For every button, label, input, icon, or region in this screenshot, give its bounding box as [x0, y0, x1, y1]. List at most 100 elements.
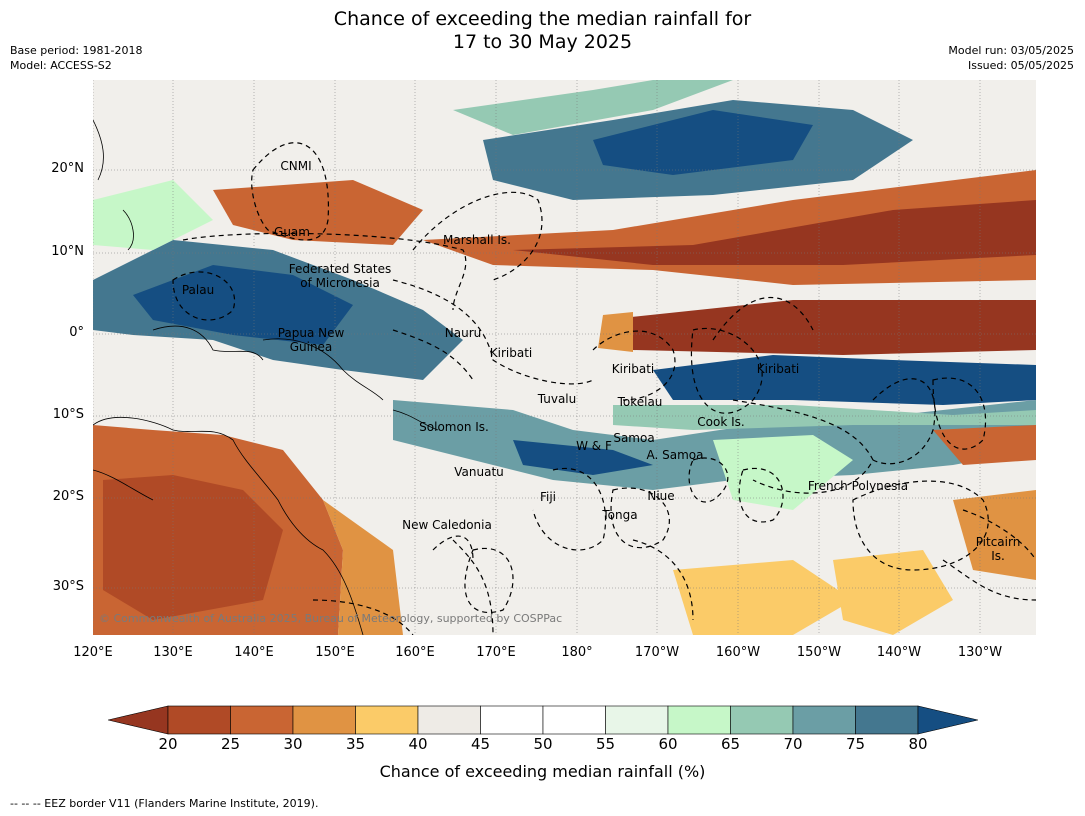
colorbar-label: Chance of exceeding median rainfall (%)	[379, 762, 706, 781]
colorbar-extend-low	[108, 705, 169, 735]
lon-tick: 170°E	[476, 645, 516, 660]
region-label: A. Samoa	[646, 448, 704, 462]
colorbar-tick-label: 30	[283, 735, 303, 753]
colorbar-tick-label: 70	[783, 735, 803, 753]
region-label: Tokelau	[617, 395, 663, 409]
colorbar-tick-label: 55	[595, 735, 616, 753]
region-label: CNMI	[280, 159, 312, 173]
map-canvas	[93, 80, 1036, 635]
colorbar-tick-label: 40	[408, 735, 428, 753]
colorbar-tick-label: 75	[845, 735, 866, 753]
region-label: French Polynesia	[807, 479, 909, 493]
region-label: Guam	[274, 225, 310, 239]
gridlines	[93, 80, 1036, 635]
colorbar-segment	[667, 705, 731, 735]
meta-right: Model run: 03/05/2025 Issued: 05/05/2025	[948, 43, 1074, 73]
dry-patch-south-2	[833, 550, 953, 635]
wet-band-north-edge	[453, 80, 733, 135]
lon-tick: 180°	[561, 645, 593, 660]
region-label: Cook Is.	[697, 415, 745, 429]
colorbar-tick-label: 20	[158, 735, 178, 753]
colorbar-tick-label: 80	[908, 735, 928, 753]
region-label: Nauru	[444, 326, 482, 340]
copyright-notice: © Commonwealth of Australia 2025, Bureau…	[99, 612, 563, 625]
region-label: Tuvalu	[537, 392, 577, 406]
title-line-1: Chance of exceeding the median rainfall …	[333, 8, 752, 30]
issued-date: Issued: 05/05/2025	[967, 59, 1074, 72]
colorbar-segment	[292, 705, 356, 735]
colorbar-segment	[542, 705, 606, 735]
wet-band-east-edge	[613, 405, 1036, 430]
rainfall-map: © Commonwealth of Australia 2025, Bureau…	[93, 80, 1036, 635]
lon-tick: 140°W	[876, 645, 922, 660]
eez-legend-note: -- -- -- EEZ border V11 (Flanders Marine…	[10, 797, 319, 810]
lon-tick: 160°E	[395, 645, 435, 660]
wet-band-spcz-core	[513, 440, 653, 475]
colorbar	[108, 705, 978, 735]
lon-tick: 120°E	[73, 645, 113, 660]
colorbar-segment	[480, 705, 544, 735]
coastlines	[93, 119, 439, 635]
region-label: Kiribati	[489, 346, 533, 360]
colorbar-segment	[167, 705, 231, 735]
meta-left: Base period: 1981-2018 Model: ACCESS-S2	[10, 43, 142, 73]
region-label: Solomon Is.	[419, 420, 489, 434]
moist-patch-1	[713, 435, 853, 510]
lat-tick: 0°	[69, 325, 84, 340]
colorbar-tick-label: 25	[220, 735, 241, 753]
title-line-2: 17 to 30 May 2025	[452, 31, 633, 53]
dry-region-australia-edge	[323, 500, 403, 635]
moist-patch-2	[93, 180, 213, 250]
dry-patch-southeast	[953, 490, 1036, 580]
eez-borders	[172, 142, 1036, 635]
chart-title: Chance of exceeding the median rainfall …	[0, 8, 1085, 54]
model-run: Model run: 03/05/2025	[948, 44, 1074, 57]
lat-tick: 20°S	[52, 489, 84, 504]
dry-band-north	[213, 180, 423, 245]
colorbar-tick-label: 35	[345, 735, 366, 753]
region-label: Kiribati	[611, 362, 655, 376]
region-label: New Caledonia	[402, 518, 492, 532]
dry-band-10n-core	[513, 200, 1036, 265]
region-label: Niue	[647, 489, 675, 503]
colorbar-tick-label: 65	[720, 735, 741, 753]
region-label: Fiji	[539, 490, 557, 504]
colorbar-tick-label: 50	[533, 735, 553, 753]
wet-band-north-core	[593, 110, 813, 175]
region-label: Kiribati	[756, 362, 800, 376]
lon-tick: 140°E	[234, 645, 274, 660]
colorbar-extend-high	[917, 705, 978, 735]
dry-patch-east-1	[933, 425, 1036, 465]
lon-tick: 150°W	[796, 645, 842, 660]
dry-band-equator-edge	[598, 312, 633, 352]
colorbar-tick-label: 60	[658, 735, 678, 753]
region-label: Pitcairn Is.	[975, 535, 1021, 563]
colorbar-tick-label: 45	[470, 735, 491, 753]
lon-tick: 130°E	[153, 645, 193, 660]
region-label: Samoa	[613, 431, 655, 445]
colorbar-segment	[855, 705, 919, 735]
region-label: Marshall Is.	[443, 233, 511, 247]
region-label: Tonga	[602, 508, 638, 522]
lon-tick: 130°W	[957, 645, 1003, 660]
dry-region-australia-inner	[103, 475, 283, 620]
region-label: Vanuatu	[454, 465, 504, 479]
colorbar-segment	[605, 705, 669, 735]
region-label: Federated States of Micronesia	[288, 262, 392, 290]
lat-tick: 10°N	[51, 244, 84, 259]
colorbar-segment	[792, 705, 856, 735]
lon-tick: 160°W	[715, 645, 761, 660]
lat-tick: 30°S	[52, 579, 84, 594]
colorbar-segment	[355, 705, 419, 735]
lon-tick: 150°E	[315, 645, 355, 660]
dry-band-equator	[603, 300, 1036, 355]
lat-tick: 20°N	[51, 161, 84, 176]
lat-tick: 10°S	[52, 407, 84, 422]
colorbar-segment	[417, 705, 481, 735]
region-label: Palau	[181, 283, 215, 297]
dry-patch-south	[673, 560, 853, 635]
wet-region-west-pacific-core	[133, 265, 353, 345]
region-label: Papua New Guinea	[277, 326, 345, 354]
colorbar-segment	[230, 705, 294, 735]
colorbar-segment	[730, 705, 794, 735]
